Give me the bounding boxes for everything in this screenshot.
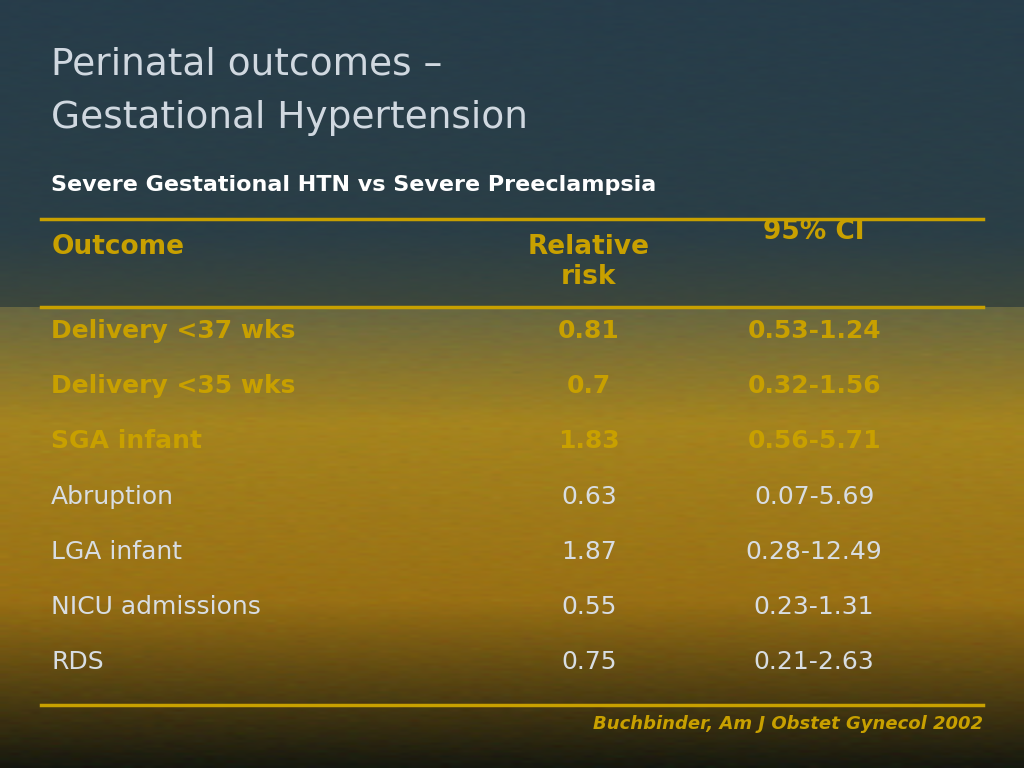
Text: 0.81: 0.81 [558,319,620,343]
Text: 0.32-1.56: 0.32-1.56 [748,374,881,398]
Text: SGA infant: SGA infant [51,429,202,453]
Text: LGA infant: LGA infant [51,540,182,564]
Text: Abruption: Abruption [51,485,174,508]
Text: 0.55: 0.55 [561,595,616,619]
Text: Delivery <37 wks: Delivery <37 wks [51,319,296,343]
Text: 0.53-1.24: 0.53-1.24 [748,319,881,343]
Text: 1.87: 1.87 [561,540,616,564]
Text: 0.63: 0.63 [561,485,616,508]
Text: Outcome: Outcome [51,234,184,260]
Text: Delivery <35 wks: Delivery <35 wks [51,374,296,398]
Text: 0.23-1.31: 0.23-1.31 [754,595,874,619]
Text: RDS: RDS [51,650,103,674]
Text: Buchbinder, Am J Obstet Gynecol 2002: Buchbinder, Am J Obstet Gynecol 2002 [593,716,983,733]
Text: 0.56-5.71: 0.56-5.71 [748,429,881,453]
Text: Relative
risk: Relative risk [527,234,650,290]
Text: 0.28-12.49: 0.28-12.49 [745,540,883,564]
Bar [0,0,1024,307]
Text: 1.83: 1.83 [558,429,620,453]
Text: NICU admissions: NICU admissions [51,595,261,619]
Text: Gestational Hypertension: Gestational Hypertension [51,100,528,136]
Text: Perinatal outcomes –: Perinatal outcomes – [51,46,442,82]
Text: Severe Gestational HTN vs Severe Preeclampsia: Severe Gestational HTN vs Severe Preecla… [51,175,656,195]
Text: 0.21-2.63: 0.21-2.63 [754,650,874,674]
Text: 0.07-5.69: 0.07-5.69 [754,485,874,508]
Text: 0.7: 0.7 [566,374,611,398]
Text: 95% CI: 95% CI [763,219,865,245]
Text: 0.75: 0.75 [561,650,616,674]
